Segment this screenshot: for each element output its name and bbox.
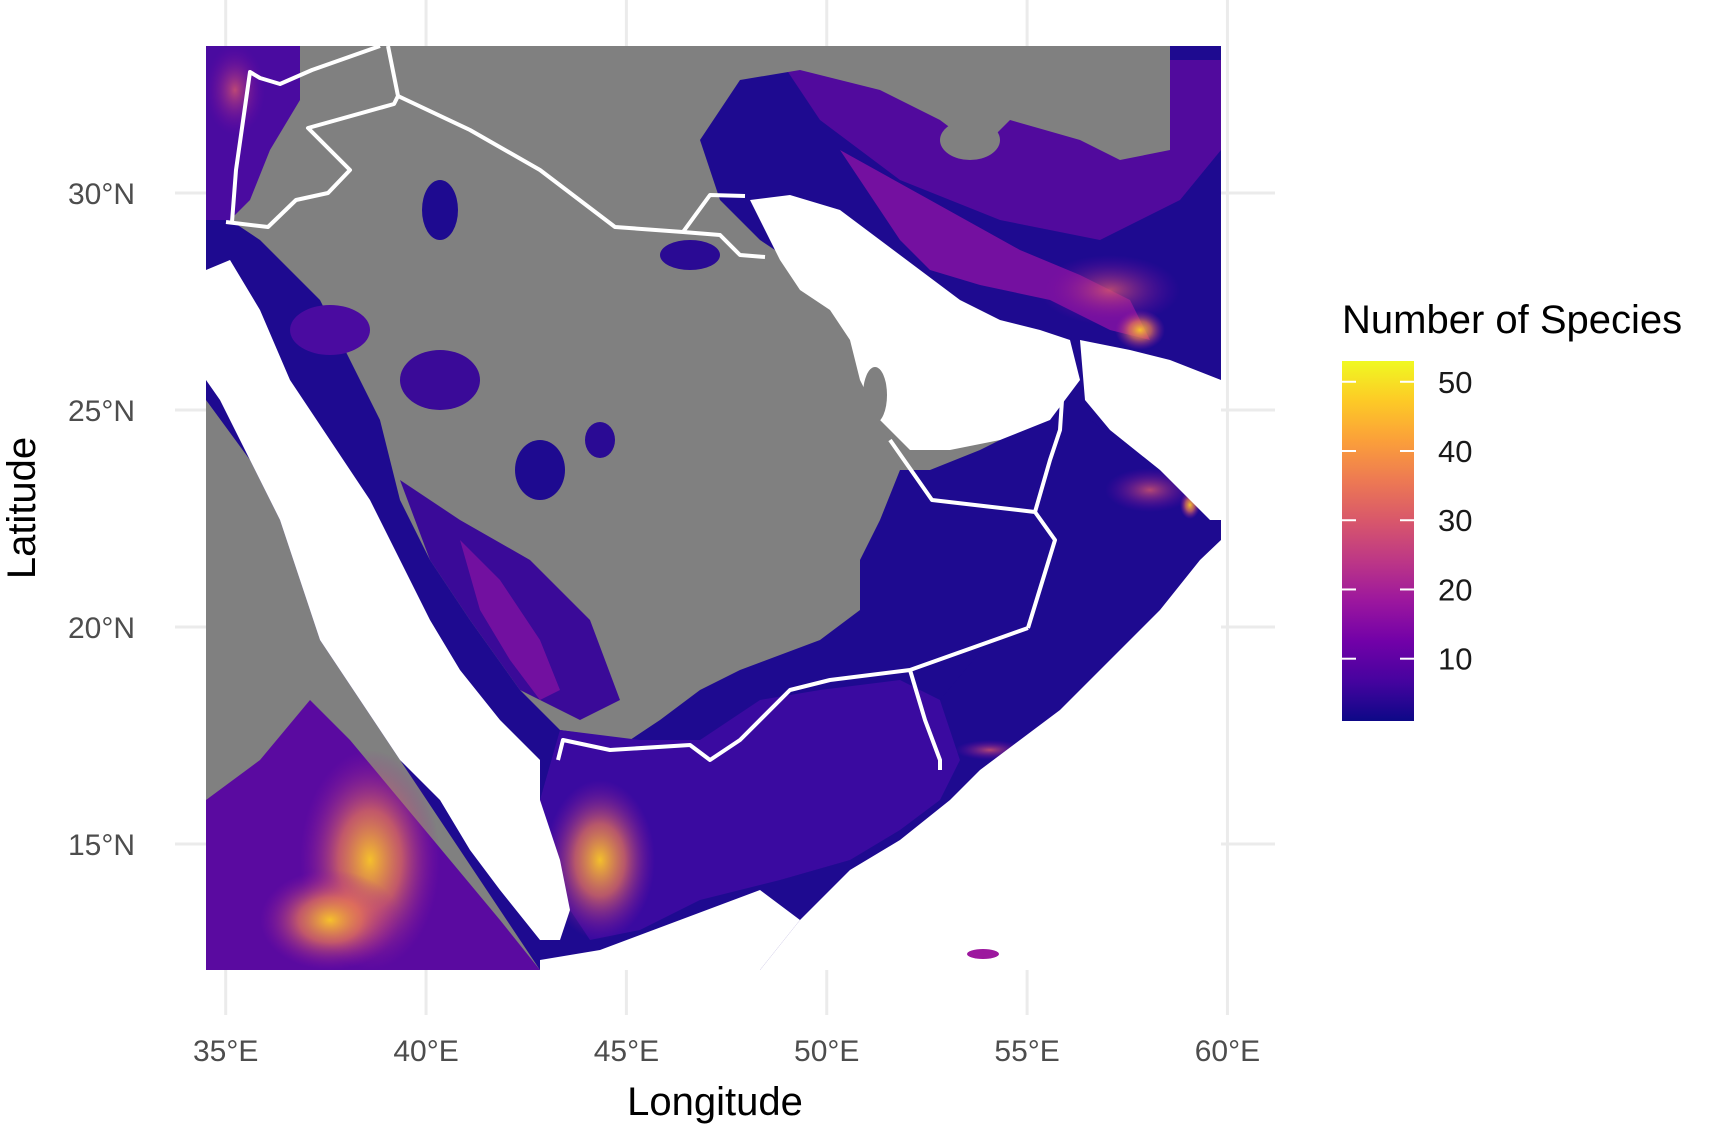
ethiopia-hotspot-2 (260, 870, 400, 970)
qatar-peninsula (863, 367, 887, 423)
arabian-sea (760, 540, 1221, 970)
kuwait-border (682, 230, 766, 259)
x-axis-ticks: 35°E 40°E 45°E 50°E 55°E 60°E (193, 1035, 1260, 1068)
x-tick-label: 40°E (393, 1035, 458, 1068)
desert-blob (290, 305, 370, 355)
desert-blob (1060, 80, 1140, 120)
legend-ticks: 10 20 30 40 50 (1342, 365, 1472, 677)
levant-border (230, 44, 381, 223)
desert-blob (660, 240, 720, 270)
desert-blob (585, 422, 615, 458)
saudi-jordan-border (225, 45, 400, 229)
legend-tick-label: 50 (1438, 365, 1472, 400)
desert-blob (940, 120, 1000, 160)
desert-blob (422, 180, 458, 240)
socotra-island (967, 949, 999, 959)
levant-hotspot (206, 46, 265, 135)
x-tick-label: 45°E (594, 1035, 659, 1068)
yemen-oman-border (908, 669, 942, 770)
iran-hormuz-hotspot (1115, 310, 1165, 350)
persian-gulf (750, 195, 1080, 450)
legend-tick-label: 30 (1438, 503, 1472, 538)
saudi-iraq-border (397, 94, 746, 234)
y-axis-title: Latitude (0, 437, 44, 579)
legend-tick-label: 20 (1438, 572, 1472, 607)
x-tick-label: 50°E (794, 1035, 859, 1068)
saudi-yemen-border (556, 626, 1029, 762)
x-tick-label: 55°E (994, 1035, 1059, 1068)
raster-layer (206, 46, 1221, 970)
y-tick-label: 30°N (68, 178, 135, 211)
y-tick-label: 25°N (68, 395, 135, 428)
yemen-highland-hotspot (545, 780, 655, 940)
iran-south-hotspot (1040, 255, 1180, 325)
x-tick-label: 35°E (193, 1035, 258, 1068)
asir-highland (460, 540, 560, 700)
legend-colorbar (1342, 361, 1414, 721)
legend-tick-label: 40 (1438, 434, 1472, 469)
desert-blob (515, 440, 565, 500)
y-axis-ticks: 15°N 20°N 25°N 30°N (68, 178, 135, 862)
legend-tick-label: 10 (1438, 642, 1472, 677)
x-axis-title: Longitude (627, 1080, 803, 1124)
red-sea (206, 260, 570, 940)
uae-oman-border (1033, 399, 1064, 513)
y-tick-label: 20°N (68, 612, 135, 645)
y-tick-label: 15°N (68, 829, 135, 862)
desert-blob (400, 350, 480, 410)
legend-title: Number of Species (1342, 298, 1682, 342)
gulf-of-oman (1080, 340, 1221, 520)
gulf-of-aden (540, 890, 800, 970)
legend: Number of Species 10 20 30 40 50 (1342, 298, 1682, 721)
country-borders (225, 44, 1064, 770)
x-tick-label: 60°E (1195, 1035, 1260, 1068)
